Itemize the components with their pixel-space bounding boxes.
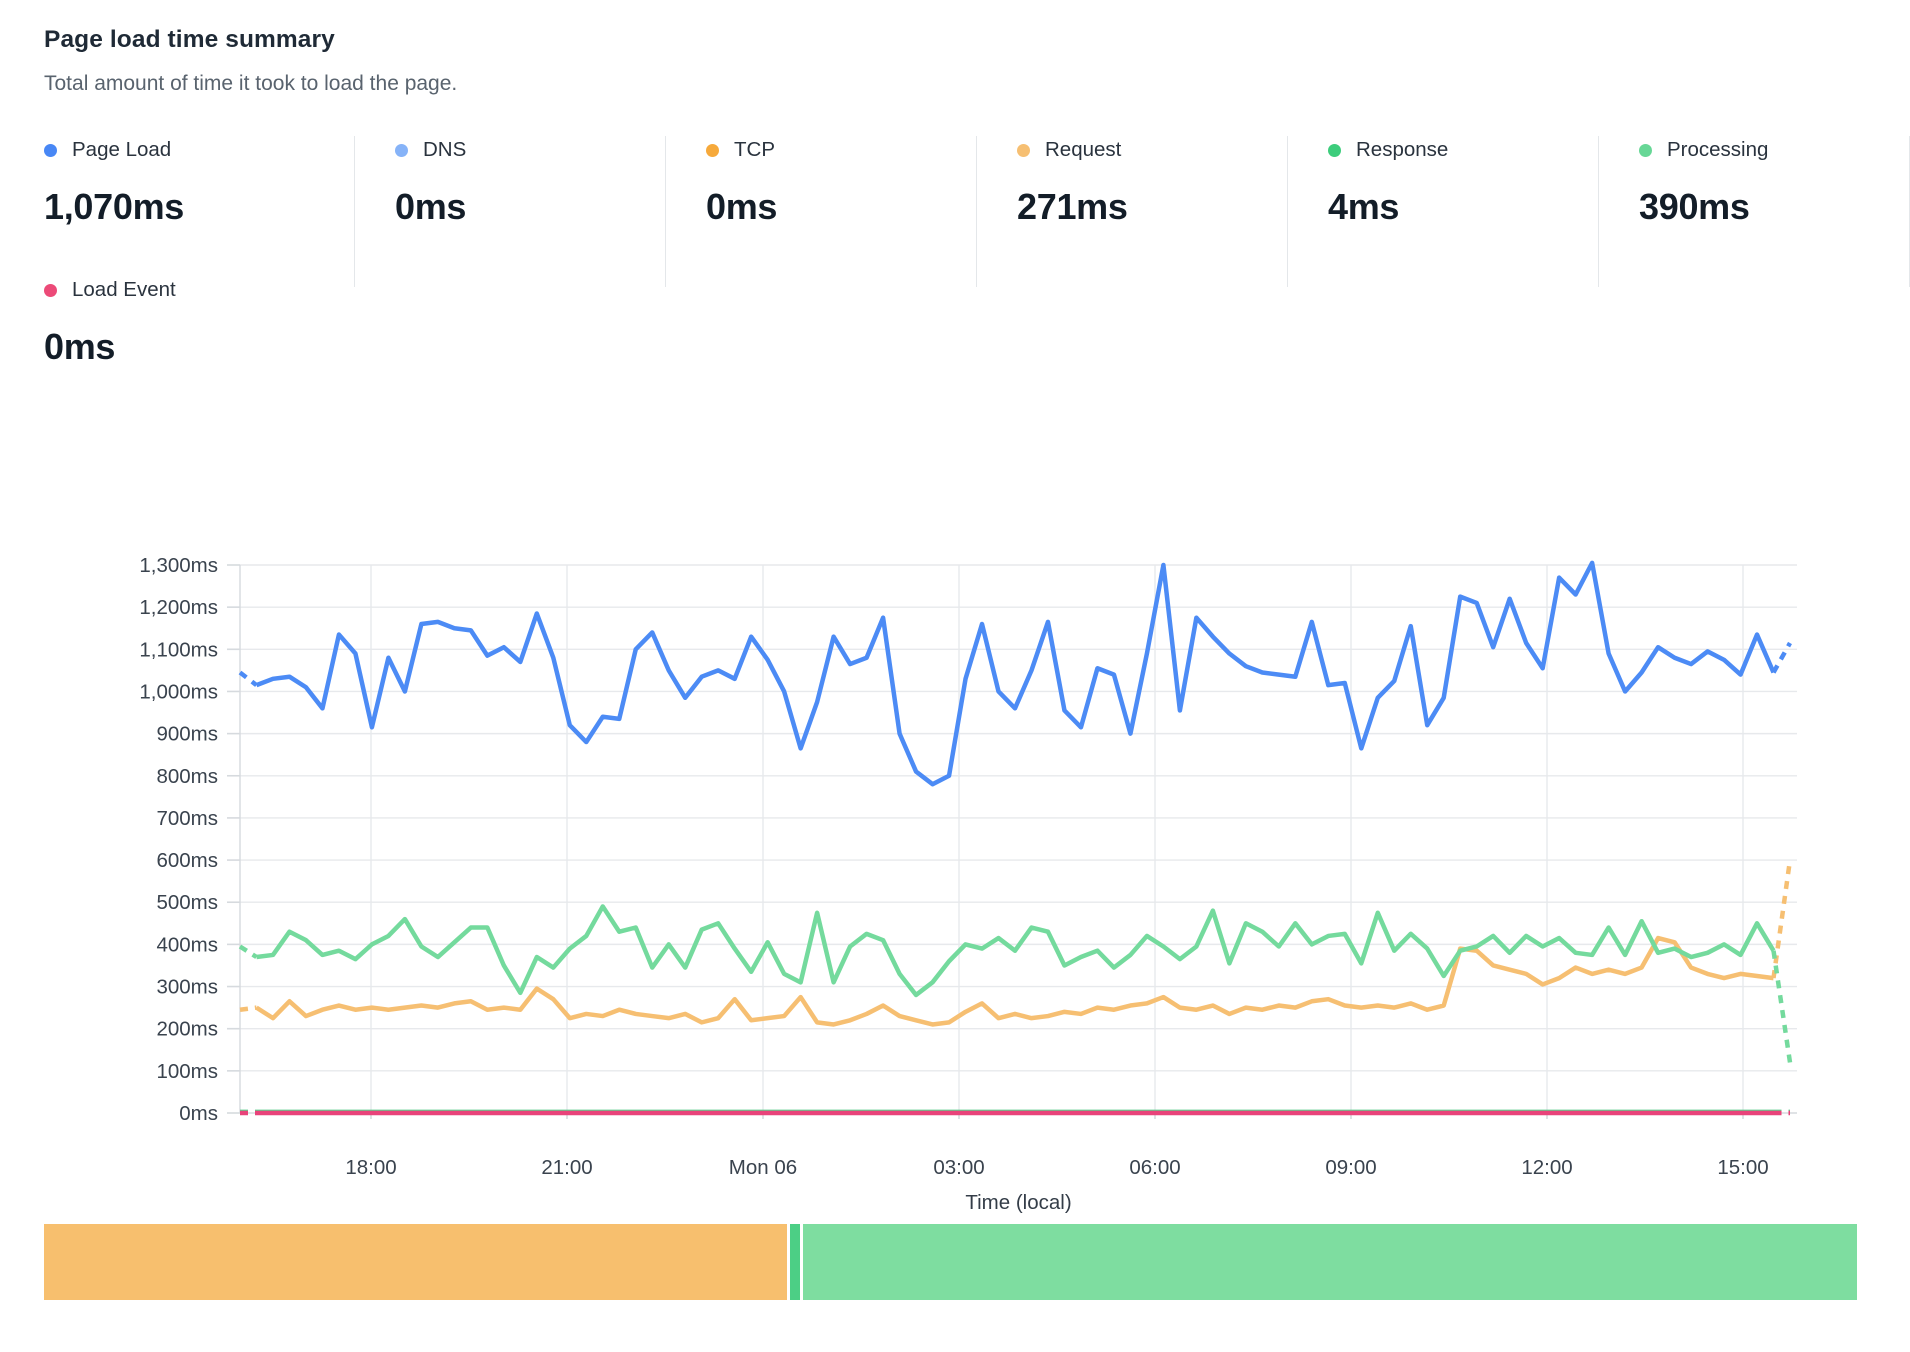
load-event-legend-dot-icon	[44, 283, 57, 297]
y-axis-label: 100ms	[156, 1060, 218, 1083]
y-axis-label: 300ms	[156, 976, 218, 999]
request-legend-dot-icon	[1017, 143, 1030, 157]
y-axis-label: 400ms	[156, 933, 218, 956]
breakdown-request-segment[interactable]	[44, 1224, 787, 1300]
stat-label: Page Load	[72, 138, 172, 161]
stat-value: 0ms	[706, 186, 778, 227]
y-axis-label: 800ms	[156, 765, 218, 788]
series-line-processing	[256, 904, 1776, 998]
stat-label: DNS	[423, 138, 467, 161]
series-line-page-load	[255, 560, 1776, 787]
stat-label: Processing	[1667, 138, 1769, 161]
series-line-page-load-dash-start	[238, 670, 258, 687]
series-line-request-dash-start	[239, 1005, 257, 1012]
y-axis-label: 200ms	[156, 1018, 218, 1041]
page-load-legend-dot-icon	[44, 143, 57, 157]
x-axis-label: 03:00	[933, 1156, 984, 1179]
y-axis-label: 1,300ms	[139, 554, 218, 577]
y-axis-label: 500ms	[156, 891, 218, 914]
stat-dns[interactable]: DNS 0ms	[355, 136, 666, 287]
y-axis-label: 1,200ms	[139, 596, 218, 619]
stat-value: 4ms	[1328, 186, 1400, 227]
stat-load-event[interactable]: Load Event 0ms	[44, 278, 176, 368]
stat-value: 0ms	[44, 326, 116, 367]
stat-processing[interactable]: Processing 390ms	[1599, 136, 1910, 287]
tcp-legend-dot-icon	[706, 143, 719, 157]
stat-value: 1,070ms	[44, 186, 185, 227]
stat-label: Request	[1045, 138, 1122, 161]
series-line-request	[255, 935, 1774, 1027]
x-axis-title: Time (local)	[965, 1191, 1071, 1214]
stat-response[interactable]: Response 4ms	[1288, 136, 1599, 287]
y-axis-label: 0ms	[179, 1102, 218, 1125]
x-axis-label: 09:00	[1325, 1156, 1376, 1179]
stat-label: TCP	[734, 138, 775, 161]
stat-label: Load Event	[72, 278, 176, 301]
breakdown-processing-segment[interactable]	[802, 1224, 1857, 1300]
timing-breakdown-bar	[44, 1224, 1857, 1300]
stat-request[interactable]: Request 271ms	[977, 136, 1288, 287]
stat-tcp[interactable]: TCP 0ms	[666, 136, 977, 287]
y-axis-label: 600ms	[156, 849, 218, 872]
x-axis-label: 06:00	[1129, 1156, 1180, 1179]
stat-value: 390ms	[1639, 186, 1750, 227]
series-line-processing-dash-start	[238, 944, 258, 959]
response-legend-dot-icon	[1328, 143, 1341, 157]
breakdown-response-segment[interactable]	[789, 1224, 800, 1300]
x-axis-label: 15:00	[1717, 1156, 1768, 1179]
y-axis-label: 1,100ms	[139, 638, 218, 661]
page-subtitle: Total amount of time it took to load the…	[44, 72, 458, 95]
stat-value: 271ms	[1017, 186, 1128, 227]
page-title: Page load time summary	[44, 26, 335, 53]
processing-legend-dot-icon	[1639, 143, 1652, 157]
stat-value: 0ms	[395, 186, 467, 227]
series-line-request-dash-end	[1771, 859, 1793, 979]
series-line-processing-dash-end	[1771, 950, 1793, 1063]
x-axis-label: 21:00	[541, 1156, 592, 1179]
stat-page-load[interactable]: Page Load 1,070ms	[44, 136, 355, 287]
y-axis-label: 900ms	[156, 723, 218, 746]
series-line-page-load-dash-end	[1771, 641, 1792, 674]
x-axis-label: 18:00	[345, 1156, 396, 1179]
x-axis-label: 12:00	[1521, 1156, 1572, 1179]
y-axis-label: 700ms	[156, 807, 218, 830]
stat-label: Response	[1356, 138, 1449, 161]
dns-legend-dot-icon	[395, 143, 408, 157]
stats-row: Page Load 1,070ms DNS 0ms TCP 0ms Reques…	[44, 136, 1910, 287]
y-axis-label: 1,000ms	[139, 680, 218, 703]
x-axis-label: Mon 06	[729, 1156, 797, 1179]
